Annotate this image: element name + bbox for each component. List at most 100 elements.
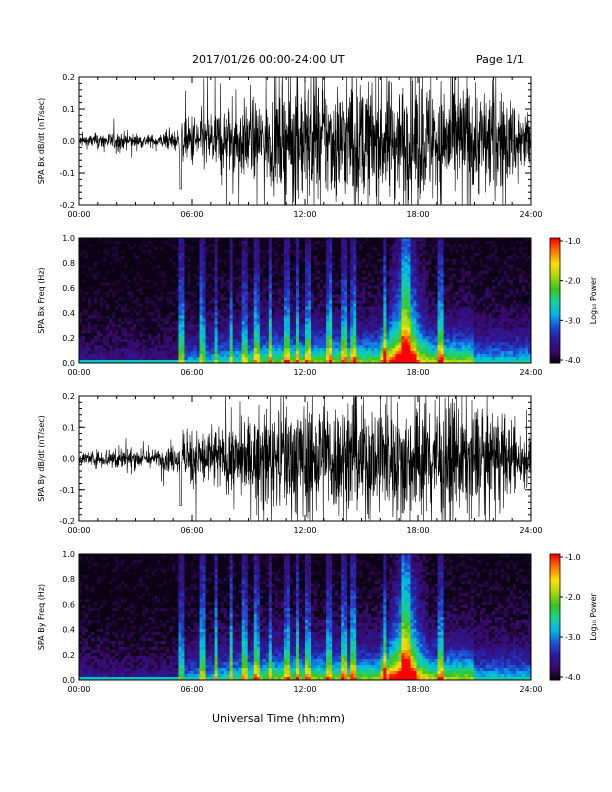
x-axis-label: Universal Time (hh:mm) bbox=[212, 712, 345, 725]
panel-bx-spectrogram: 00:00 06:00 12:00 18:00 24:00 1.0 0.8 0.6 0.4 0.2… bbox=[37, 234, 598, 377]
colorbar-segment bbox=[550, 285, 560, 289]
x-tick-label: 24:00 bbox=[519, 210, 542, 219]
x-tick-label: 12:00 bbox=[293, 210, 316, 219]
panel-bx-timeseries: 00:00 06:00 12:00 18:00 24:00 0.2 0.1 0.0 -0.1 -0… bbox=[37, 73, 543, 219]
y-tick-label: 0.0 bbox=[62, 137, 75, 146]
colorbar-segment bbox=[550, 346, 560, 349]
colorbar-segment bbox=[550, 256, 560, 260]
colorbar-segment bbox=[550, 335, 560, 339]
x-tick-label: 06:00 bbox=[180, 210, 203, 219]
y-tick-label: 0.0 bbox=[62, 359, 75, 368]
colorbar-segment bbox=[550, 313, 560, 316]
colorbar-frame bbox=[549, 553, 561, 681]
y-tick-label: -0.2 bbox=[59, 201, 75, 210]
x-tick-label: 00:00 bbox=[67, 368, 90, 377]
colorbar-segment bbox=[550, 244, 560, 247]
y-tick-label: 0.4 bbox=[62, 309, 75, 318]
colorbar: -1.0 -2.0 -3.0 -4.0 Log₁₀ Power bbox=[549, 553, 598, 682]
colorbar-segment bbox=[550, 583, 560, 586]
colorbar-segment bbox=[550, 354, 560, 358]
colorbar-tick-label: -4.0 bbox=[565, 356, 581, 365]
colorbar-segment bbox=[550, 288, 560, 291]
colorbar-segment bbox=[550, 252, 560, 256]
colorbar-segment bbox=[550, 577, 560, 580]
y-tick-label: 1.0 bbox=[62, 234, 75, 243]
colorbar-segment bbox=[550, 302, 560, 306]
colorbar-segment bbox=[550, 329, 560, 333]
colorbar-segment bbox=[550, 619, 560, 622]
colorbar-segment bbox=[550, 646, 560, 649]
x-tick-label: 12:00 bbox=[293, 526, 316, 535]
colorbar-segment bbox=[550, 667, 560, 670]
colorbar-segment bbox=[550, 629, 560, 633]
colorbar-segment bbox=[550, 317, 560, 320]
colorbar-tick-label: -2.0 bbox=[565, 593, 581, 602]
colorbar-segment bbox=[550, 606, 560, 610]
colorbar-segment bbox=[550, 648, 560, 652]
colorbar-segment bbox=[550, 572, 560, 576]
y-axis-label: SPA By Freq (Hz) bbox=[37, 584, 46, 650]
colorbar-label: Log₁₀ Power bbox=[589, 593, 598, 641]
colorbar-segment bbox=[550, 617, 560, 620]
y-tick-label: 0.2 bbox=[62, 73, 75, 82]
spectrogram-cells bbox=[79, 554, 532, 681]
colorbar-segment bbox=[550, 665, 560, 668]
y-tick-label: 0.6 bbox=[62, 600, 75, 609]
colorbar-segment bbox=[550, 292, 560, 295]
colorbar-segment bbox=[550, 654, 560, 658]
colorbar-segment bbox=[550, 671, 560, 675]
colorbar-segment bbox=[550, 321, 560, 324]
colorbar-segment bbox=[550, 656, 560, 660]
colorbar-segment bbox=[550, 554, 560, 557]
colorbar-segment bbox=[550, 659, 560, 662]
colorbar: -1.0 -2.0 -3.0 -4.0 Log₁₀ Power bbox=[549, 237, 598, 365]
colorbar-segment bbox=[550, 306, 560, 310]
colorbar-segment bbox=[550, 614, 560, 618]
x-tick-label: 18:00 bbox=[406, 368, 429, 377]
colorbar-segment bbox=[550, 348, 560, 351]
colorbar-segment bbox=[550, 562, 560, 565]
colorbar-tick-label: -3.0 bbox=[565, 316, 581, 325]
y-tick-label: 0.1 bbox=[62, 423, 75, 432]
colorbar-segment bbox=[550, 566, 560, 570]
colorbar-segment bbox=[550, 585, 560, 589]
colorbar-segment bbox=[550, 250, 560, 254]
x-tick-label: 00:00 bbox=[67, 526, 90, 535]
colorbar-segment bbox=[550, 340, 560, 343]
y-axis-label: SPA Bx Freq (Hz) bbox=[37, 267, 46, 333]
colorbar-segment bbox=[550, 625, 560, 628]
colorbar-segment bbox=[550, 677, 560, 681]
y-tick-label: -0.1 bbox=[59, 169, 75, 178]
colorbar-segment bbox=[550, 246, 560, 249]
colorbar-segment bbox=[550, 591, 560, 595]
colorbar-segment bbox=[550, 638, 560, 641]
waveform-trace bbox=[79, 77, 531, 205]
colorbar-segment bbox=[550, 558, 560, 561]
y-tick-label: 1.0 bbox=[62, 550, 75, 559]
colorbar-segment bbox=[550, 296, 560, 299]
colorbar-segment bbox=[550, 650, 560, 654]
colorbar-segment bbox=[550, 350, 560, 354]
colorbar-segment bbox=[550, 258, 560, 262]
colorbar-segment bbox=[550, 570, 560, 574]
colorbar-segment bbox=[550, 331, 560, 335]
spectrogram-cells bbox=[79, 238, 532, 364]
x-tick-label: 24:00 bbox=[519, 526, 542, 535]
x-tick-label: 06:00 bbox=[180, 526, 203, 535]
x-tick-label: 06:00 bbox=[180, 685, 203, 694]
colorbar-segment bbox=[550, 661, 560, 664]
colorbar-segment bbox=[550, 352, 560, 356]
colorbar-segment bbox=[550, 254, 560, 258]
x-tick-label: 00:00 bbox=[67, 685, 90, 694]
y-tick-label: -0.2 bbox=[59, 517, 75, 526]
x-tick-label: 24:00 bbox=[519, 368, 542, 377]
colorbar-segment bbox=[550, 623, 560, 626]
colorbar-segment bbox=[550, 652, 560, 656]
colorbar-segment bbox=[550, 304, 560, 308]
panel-by-timeseries: 00:00 06:00 12:00 18:00 24:00 0.2 0.1 0.0 -0.1 -0… bbox=[37, 392, 543, 535]
x-tick-label: 18:00 bbox=[406, 210, 429, 219]
colorbar-segment bbox=[550, 596, 560, 599]
y-tick-label: 0.2 bbox=[62, 651, 75, 660]
plot-frame-overlay bbox=[78, 553, 532, 681]
